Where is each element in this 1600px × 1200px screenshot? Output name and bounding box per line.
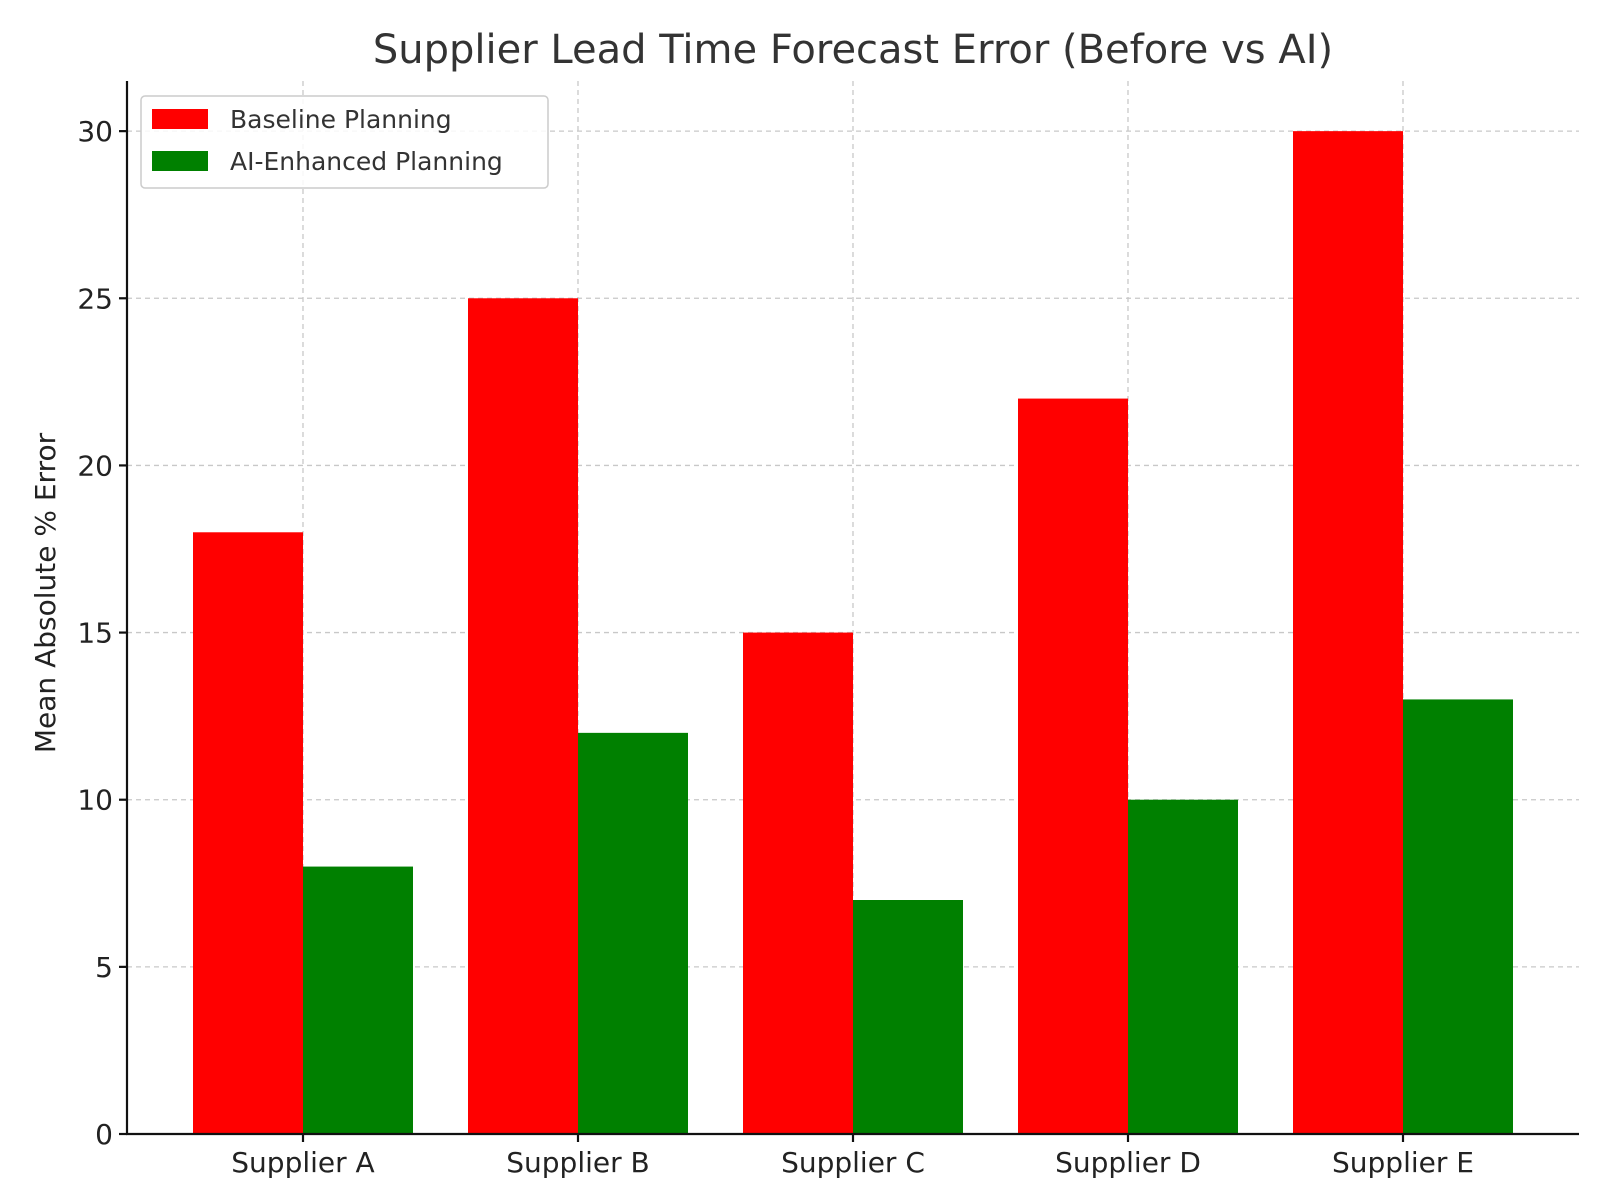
y-tick-label: 25	[77, 282, 113, 315]
y-tick-label: 10	[77, 784, 113, 817]
bar-ai-enhanced	[303, 866, 413, 1134]
x-tick-label: Supplier A	[231, 1146, 374, 1179]
y-tick-label: 5	[95, 951, 113, 984]
y-tick-label: 20	[77, 449, 113, 482]
bar-ai-enhanced	[1128, 799, 1238, 1134]
bars-layer	[193, 131, 1513, 1135]
bar-ai-enhanced	[1403, 699, 1513, 1134]
x-tick-label: Supplier E	[1332, 1146, 1474, 1179]
y-tick-label: 30	[77, 115, 113, 148]
bar-baseline	[193, 532, 303, 1134]
x-tick-label: Supplier B	[506, 1146, 649, 1179]
bar-ai-enhanced	[853, 900, 963, 1134]
bar-baseline	[743, 632, 853, 1134]
legend-box	[140, 95, 549, 189]
legend-label: Baseline Planning	[230, 105, 452, 134]
y-tick-label: 0	[95, 1118, 113, 1151]
x-tick-label: Supplier C	[781, 1146, 925, 1179]
legend-label: AI-Enhanced Planning	[230, 147, 503, 176]
y-axis-label: Mean Absolute % Error	[29, 432, 62, 753]
y-tick-label: 15	[77, 617, 113, 650]
x-tick-label: Supplier D	[1055, 1146, 1201, 1179]
legend-swatch	[152, 151, 208, 171]
bar-baseline	[1293, 131, 1403, 1135]
legend: Baseline Planning AI-Enhanced Planning	[140, 95, 549, 189]
bar-baseline	[468, 298, 578, 1134]
bar-ai-enhanced	[578, 732, 688, 1134]
chart-title: Supplier Lead Time Forecast Error (Befor…	[373, 27, 1333, 73]
legend-swatch	[152, 109, 208, 129]
tick-labels-layer: 0 5 10 15 20 25 30 Supplier A Supplier B Supplier…	[77, 115, 1474, 1179]
bar-baseline	[1018, 398, 1128, 1135]
